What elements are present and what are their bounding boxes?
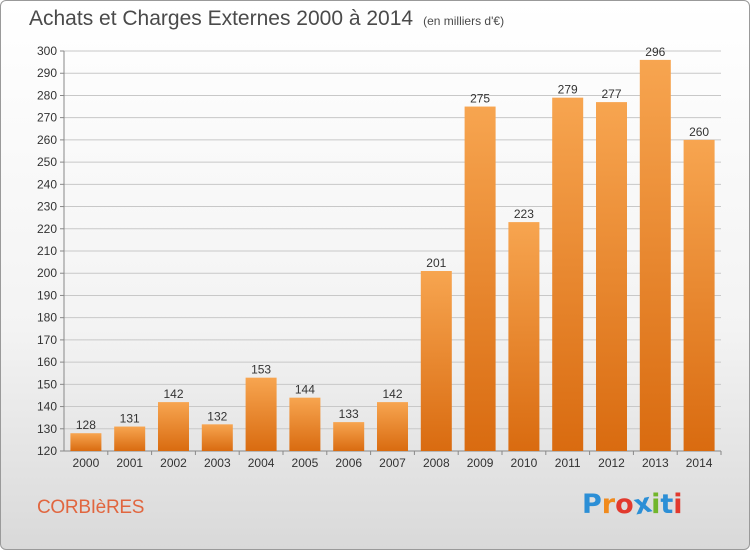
bar	[333, 422, 365, 451]
bar-value-label: 153	[251, 363, 271, 377]
bar	[683, 139, 715, 451]
chart-title-text: Achats et Charges Externes 2000 à 2014	[29, 7, 414, 30]
x-tick-label: 2000	[73, 456, 100, 470]
y-tick-label: 290	[37, 66, 57, 80]
commune-name: CORBIèRES	[37, 497, 145, 518]
bar-value-label: 131	[120, 412, 140, 426]
x-tick-label: 2007	[379, 456, 406, 470]
y-tick-label: 270	[37, 111, 57, 125]
x-tick-label: 2009	[467, 456, 494, 470]
bar	[289, 397, 321, 451]
y-tick-label: 120	[37, 444, 57, 458]
x-tick-label: 2006	[335, 456, 362, 470]
x-tick-label: 2001	[116, 456, 143, 470]
bar	[508, 222, 540, 451]
y-tick-label: 180	[37, 311, 57, 325]
bar	[464, 106, 496, 452]
x-tick-label: 2005	[292, 456, 319, 470]
bar-value-label: 279	[558, 83, 578, 97]
bar	[70, 433, 102, 451]
bar	[201, 424, 233, 451]
x-tick-label: 2003	[204, 456, 231, 470]
y-tick-label: 160	[37, 355, 57, 369]
bar-value-label: 296	[645, 45, 665, 59]
y-tick-label: 230	[37, 200, 57, 214]
y-tick-label: 220	[37, 222, 57, 236]
bar-value-label: 275	[470, 92, 490, 106]
bar-value-label: 144	[295, 383, 315, 397]
x-tick-label: 2011	[555, 456, 581, 470]
y-tick-label: 200	[37, 266, 57, 280]
logo-letter: o	[615, 489, 634, 520]
x-tick-label: 2008	[423, 456, 450, 470]
chart-title: Achats et Charges Externes 2000 à 2014 (e…	[29, 7, 504, 31]
x-tick-label: 2010	[511, 456, 538, 470]
x-tick-label: 2014	[686, 456, 713, 470]
y-tick-label: 280	[37, 88, 57, 102]
y-tick-label: 140	[37, 400, 57, 414]
bar-value-label: 133	[339, 407, 359, 421]
logo-letter: P	[582, 489, 602, 520]
bar	[114, 426, 146, 451]
bar-value-label: 223	[514, 207, 534, 221]
chart-subtitle: (en milliers d'€)	[423, 14, 505, 28]
bar-value-label: 201	[426, 256, 446, 270]
bar	[377, 402, 408, 451]
x-tick-label: 2013	[642, 456, 669, 470]
bar-value-label: 128	[76, 418, 96, 432]
y-tick-label: 170	[37, 333, 57, 347]
x-tick-label: 2004	[248, 456, 275, 470]
y-tick-label: 260	[37, 133, 57, 147]
x-tick-label: 2002	[160, 456, 187, 470]
bar-value-label: 142	[163, 387, 183, 401]
bar	[420, 271, 452, 451]
y-tick-label: 190	[37, 288, 57, 302]
proxiti-logo: Proxiti	[582, 488, 683, 522]
y-tick-label: 130	[37, 422, 57, 436]
bar	[158, 402, 189, 451]
bar	[639, 59, 671, 452]
bar	[245, 377, 277, 451]
bar	[552, 97, 584, 452]
y-tick-label: 210	[37, 244, 57, 258]
logo-letter: t	[660, 489, 674, 520]
logo-letter: i	[673, 489, 683, 520]
y-tick-label: 250	[37, 155, 57, 169]
logo-letter: i	[651, 489, 661, 520]
y-tick-label: 150	[37, 377, 57, 391]
bar-value-label: 142	[382, 387, 402, 401]
y-tick-label: 300	[37, 44, 57, 58]
bar-value-label: 260	[689, 125, 709, 139]
bar	[596, 102, 627, 451]
bar-value-label: 277	[601, 87, 621, 101]
y-tick-label: 240	[37, 177, 57, 191]
logo-letter: r	[601, 489, 616, 520]
x-tick-label: 2012	[598, 456, 625, 470]
bar-value-label: 132	[207, 409, 227, 423]
